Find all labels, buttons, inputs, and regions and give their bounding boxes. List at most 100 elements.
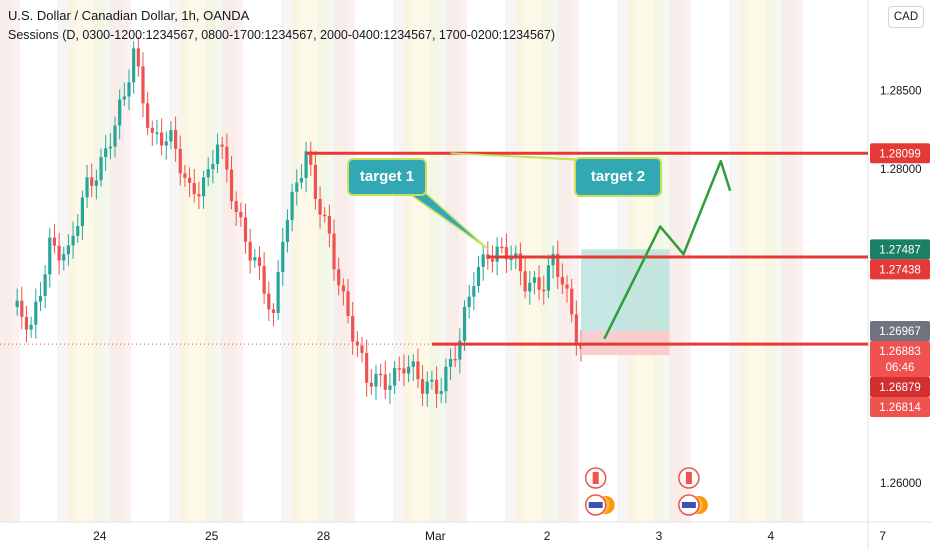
candle bbox=[332, 233, 336, 270]
candle bbox=[183, 173, 187, 178]
candle bbox=[80, 197, 84, 226]
candle bbox=[160, 132, 164, 146]
candle bbox=[220, 144, 224, 147]
session-band bbox=[0, 0, 20, 522]
candle bbox=[141, 66, 145, 104]
candle bbox=[136, 48, 140, 67]
candle bbox=[90, 177, 94, 186]
candle bbox=[267, 293, 271, 310]
candle bbox=[150, 127, 154, 133]
candle bbox=[192, 182, 196, 195]
price-tick-label: 1.26000 bbox=[880, 478, 922, 490]
candle bbox=[262, 266, 266, 294]
candle bbox=[248, 241, 252, 261]
candle bbox=[178, 148, 182, 174]
price-badge-countdown: 06:46 bbox=[886, 362, 915, 374]
currency-button[interactable]: CAD bbox=[888, 6, 924, 28]
session-bands bbox=[0, 0, 803, 522]
candle bbox=[113, 125, 117, 147]
price-badge: 1.27487 bbox=[870, 239, 930, 260]
time-tick-label: 25 bbox=[205, 529, 219, 543]
candle bbox=[560, 277, 564, 285]
candle bbox=[132, 48, 136, 83]
candle bbox=[108, 146, 112, 149]
candle bbox=[52, 237, 57, 246]
candle bbox=[337, 269, 341, 286]
candle bbox=[29, 324, 33, 330]
candle bbox=[225, 146, 229, 170]
economic-event-marker bbox=[678, 467, 708, 516]
price-badge: 1.26883 06:46 bbox=[870, 340, 930, 377]
candles bbox=[15, 36, 583, 408]
candle bbox=[211, 164, 215, 170]
profit-zone bbox=[581, 249, 670, 331]
price-badge: 1.26814 bbox=[870, 396, 930, 417]
candle bbox=[146, 103, 150, 128]
target-1-callout[interactable]: target 1 bbox=[347, 158, 427, 196]
price-badge-value: 1.26879 bbox=[879, 382, 921, 394]
candle bbox=[420, 379, 425, 394]
candle bbox=[122, 96, 126, 100]
candle bbox=[174, 130, 178, 149]
candle bbox=[229, 169, 234, 202]
candle bbox=[542, 289, 546, 292]
price-badge-value: 1.26814 bbox=[879, 402, 921, 414]
candle bbox=[458, 340, 462, 360]
maple-leaf-icon bbox=[685, 472, 692, 484]
candle bbox=[104, 148, 108, 158]
candle bbox=[500, 246, 504, 249]
candle bbox=[570, 288, 574, 315]
time-tick-label: 3 bbox=[656, 529, 663, 543]
candle bbox=[281, 241, 285, 273]
us-flag-stripe-icon bbox=[588, 502, 603, 508]
candle bbox=[187, 177, 192, 183]
candle bbox=[523, 271, 527, 292]
time-tick-label: 7 bbox=[879, 529, 886, 543]
candle bbox=[206, 169, 210, 178]
price-badge-value: 1.26967 bbox=[879, 326, 921, 338]
candle bbox=[393, 368, 397, 386]
candle bbox=[462, 306, 467, 341]
candle bbox=[453, 358, 457, 361]
candle bbox=[323, 214, 327, 217]
candle bbox=[355, 341, 359, 346]
target-2-callout[interactable]: target 2 bbox=[574, 157, 662, 197]
price-tick-label: 1.28500 bbox=[880, 85, 922, 97]
candle bbox=[304, 151, 308, 178]
candle bbox=[118, 99, 122, 126]
session-band bbox=[445, 0, 468, 522]
us-flag-stripe-icon bbox=[681, 502, 696, 508]
symbol-title: U.S. Dollar / Canadian Dollar, 1h, OANDA bbox=[8, 8, 250, 23]
candle bbox=[285, 220, 290, 242]
session-band bbox=[109, 0, 132, 522]
candle bbox=[99, 157, 103, 181]
candle bbox=[127, 82, 131, 97]
price-badge-box bbox=[870, 143, 930, 164]
session-band bbox=[557, 0, 580, 522]
price-badge-value: 1.27487 bbox=[879, 244, 921, 256]
candle bbox=[374, 373, 378, 387]
session-band bbox=[780, 0, 803, 522]
session-band bbox=[333, 0, 356, 522]
candle bbox=[518, 253, 523, 272]
candle bbox=[379, 373, 383, 376]
candle bbox=[57, 245, 61, 261]
candle bbox=[48, 237, 52, 275]
candle bbox=[290, 191, 294, 221]
candle bbox=[537, 277, 541, 290]
maple-leaf-icon bbox=[592, 472, 599, 484]
price-badge-box bbox=[870, 239, 930, 260]
price-badge-box bbox=[870, 259, 930, 280]
candle bbox=[425, 381, 429, 394]
candle bbox=[253, 257, 257, 261]
candle bbox=[546, 265, 550, 291]
candle bbox=[155, 132, 159, 134]
candle bbox=[62, 254, 66, 261]
candle bbox=[365, 352, 369, 383]
candle bbox=[402, 368, 406, 374]
candle bbox=[416, 361, 420, 380]
candle bbox=[346, 291, 350, 316]
candle bbox=[76, 225, 80, 236]
candle bbox=[309, 151, 313, 165]
